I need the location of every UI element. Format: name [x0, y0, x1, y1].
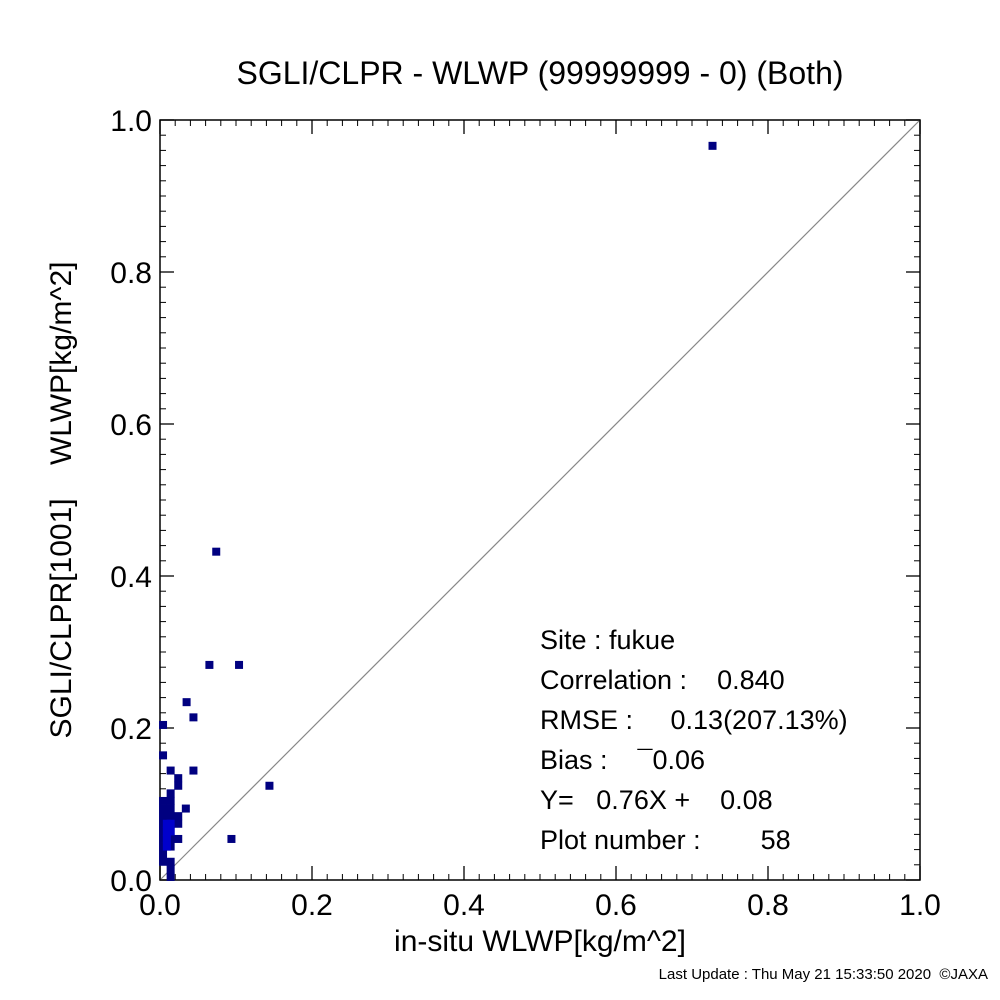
data-point: [166, 804, 175, 813]
data-point: [174, 812, 183, 821]
last-update-footer: Last Update : Thu May 21 15:33:50 2020 ©…: [658, 966, 988, 983]
x-axis-label: in-situ WLWP[kg/m^2]: [394, 925, 686, 958]
data-point: [227, 834, 236, 843]
data-point: [159, 812, 168, 821]
one-to-one-line: [159, 119, 921, 881]
y-tick-label: 0.2: [110, 713, 152, 746]
stat-site: Site : fukue: [540, 625, 676, 655]
y-tick-label: 1.0: [110, 105, 152, 138]
data-point: [159, 751, 168, 760]
y-tick-label: 0.6: [110, 409, 152, 442]
x-tick-label: 0.4: [443, 889, 485, 922]
data-point: [181, 804, 190, 813]
data-point: [174, 819, 183, 828]
y-axis-label: SGLI/CLPR[1001] WLWP[kg/m^2]: [45, 261, 78, 739]
data-point-dense: [166, 819, 175, 828]
data-point: [166, 872, 175, 881]
x-tick-label: 0.0: [139, 889, 181, 922]
y-tick-label: 0.0: [110, 865, 152, 898]
data-point: [174, 834, 183, 843]
stat-plot-number: Plot number : 58: [540, 825, 791, 855]
data-point: [189, 766, 198, 775]
stat-bias: Bias : ¯0.06: [540, 745, 705, 775]
data-point: [166, 865, 175, 874]
stats-panel: Site : fukue Correlation : 0.840 RMSE : …: [540, 620, 848, 860]
data-point: [159, 804, 168, 813]
data-point: [166, 766, 175, 775]
major-ticks: [159, 119, 921, 881]
data-point: [159, 857, 168, 866]
data-point: [159, 796, 168, 805]
data-point: [166, 789, 175, 798]
data-point: [205, 660, 214, 669]
stat-regression: Y= 0.76X + 0.08: [540, 785, 773, 815]
x-tick-label: 0.2: [291, 889, 333, 922]
data-point: [174, 774, 183, 783]
y-tick-label: 0.4: [110, 561, 152, 594]
stat-correlation: Correlation : 0.840: [540, 665, 785, 695]
data-point: [212, 547, 221, 556]
chart-title: SGLI/CLPR - WLWP (99999999 - 0) (Both): [236, 55, 844, 91]
data-point: [174, 781, 183, 790]
data-point: [708, 141, 717, 150]
data-point: [159, 720, 168, 729]
data-point: [166, 812, 175, 821]
data-point: [159, 850, 168, 859]
x-tick-label: 1.0: [899, 889, 941, 922]
tick-labels: 0.0 0.2 0.4 0.6 0.8 1.0 0.0 0.2 0.4 0.6 0.8 1.0: [110, 105, 941, 922]
y-tick-label: 0.8: [110, 257, 152, 290]
stat-rmse: RMSE : 0.13(207.13%): [540, 705, 848, 735]
x-tick-label: 0.8: [747, 889, 789, 922]
data-point-dense: [162, 834, 171, 843]
data-point: [166, 857, 175, 866]
data-points: [159, 141, 717, 881]
data-point: [265, 781, 274, 790]
data-point: [166, 796, 175, 805]
x-tick-label: 0.6: [595, 889, 637, 922]
data-point-dense: [166, 827, 175, 836]
data-point: [235, 660, 244, 669]
data-point: [182, 698, 191, 707]
data-point: [189, 713, 198, 722]
data-point-dense: [162, 842, 171, 851]
